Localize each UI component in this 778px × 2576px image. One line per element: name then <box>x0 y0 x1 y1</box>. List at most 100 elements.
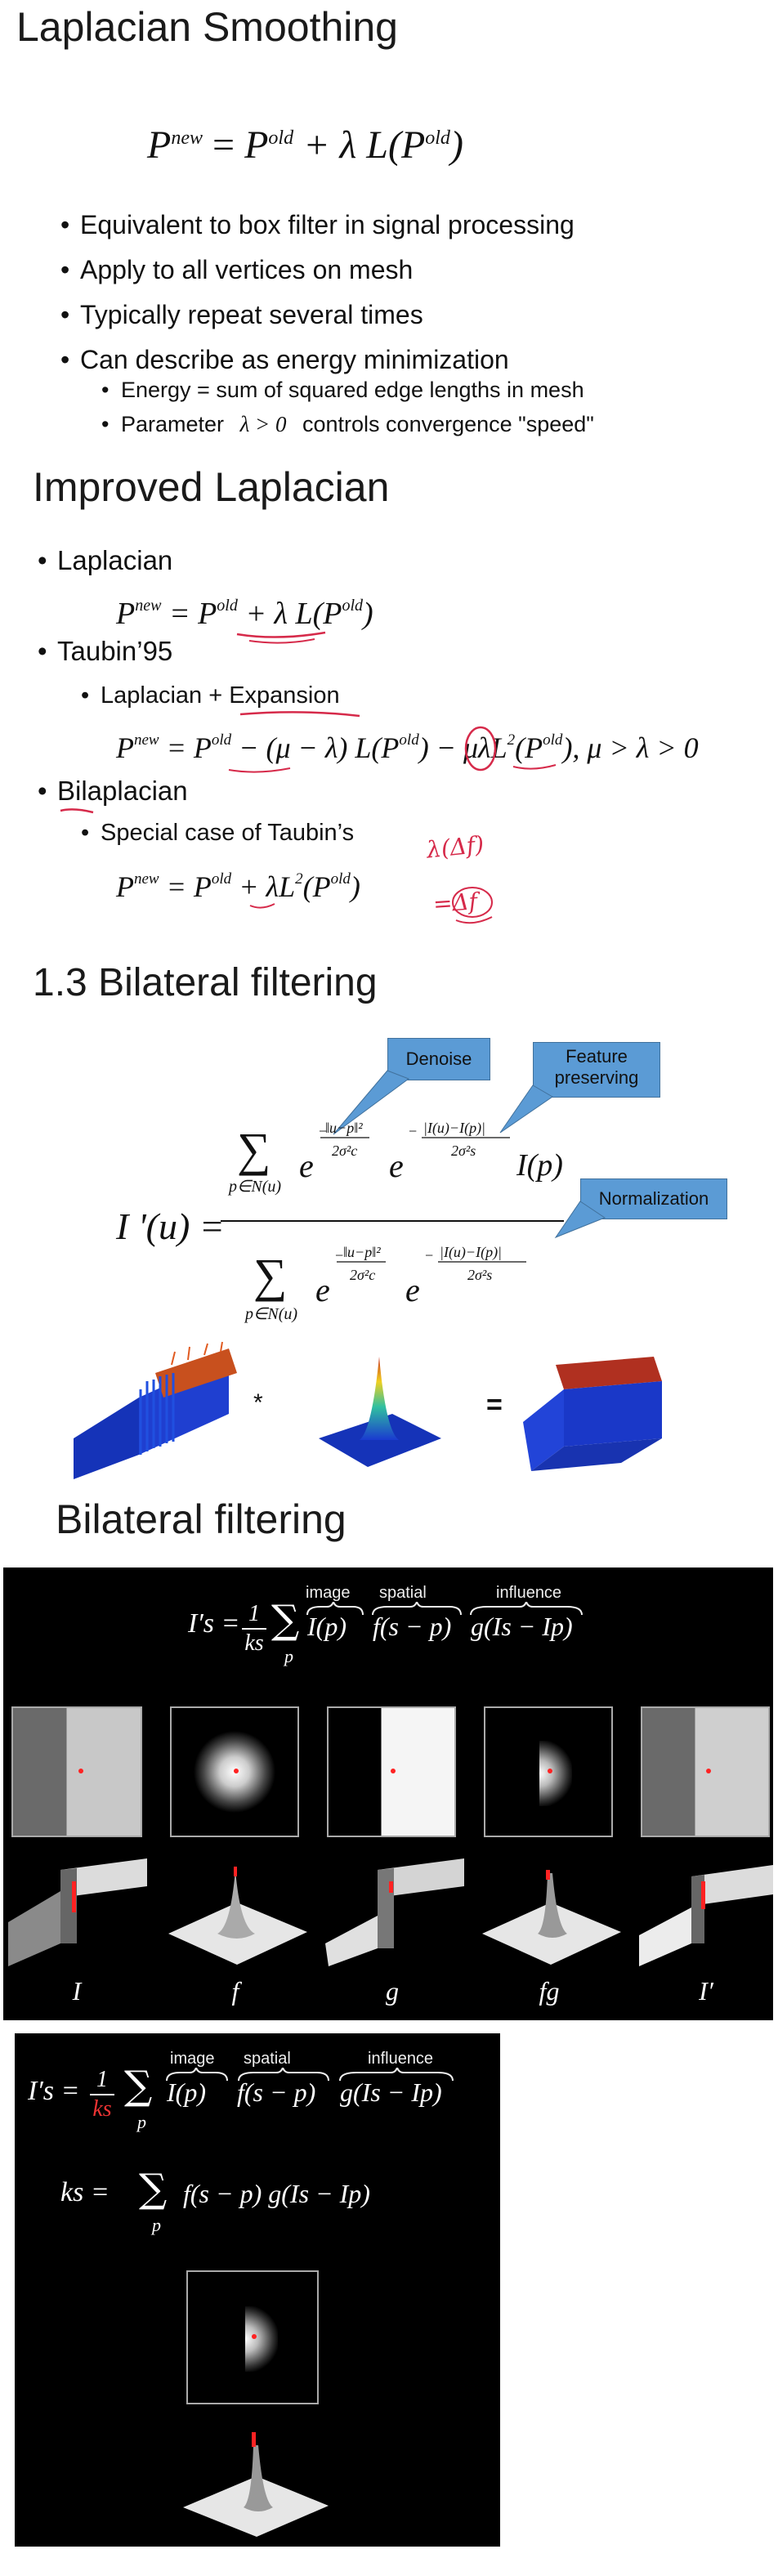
sum-symbol: ∑ <box>271 1597 300 1643</box>
term-image: I(p) <box>167 2077 206 2107</box>
sum-subscript-p: p <box>284 1646 293 1666</box>
laplacian-smoothing-bullets: Equivalent to box filter in signal proce… <box>57 203 575 382</box>
combined-weights-fg <box>186 2270 319 2404</box>
bullet-item: Typically repeat several times <box>57 293 575 338</box>
sample-point-marker <box>78 1769 83 1773</box>
svg-text:−: − <box>335 1247 343 1263</box>
brace-label-image: image <box>170 2050 215 2068</box>
svg-text:−: − <box>425 1247 433 1263</box>
surface-plot-g <box>325 1858 464 1966</box>
bilateral-filtering-illustration-panel: image spatial influence I′s = 1 ks ∑ p I… <box>3 1568 773 2020</box>
sample-point-marker <box>391 1769 396 1773</box>
subbullet-item: Special case of Taubin’s <box>78 817 354 848</box>
bilateral-lhs: I '(u) = <box>116 1205 225 1247</box>
bullet-item: Taubin’95 <box>34 635 172 668</box>
bilateral-formula-lhs: I′s = <box>28 2076 80 2106</box>
svg-text:p∈N(u): p∈N(u) <box>244 1305 297 1323</box>
slide-title-improved-laplacian: Improved Laplacian <box>33 464 390 510</box>
improved-laplacian-item-taubin: Taubin’95 <box>34 635 172 668</box>
subbullet-item: Parameter λ > 0 controls convergence "sp… <box>98 407 594 441</box>
svg-text:|I(u)−I(p)|: |I(u)−I(p)| <box>423 1120 485 1137</box>
callout-denoise: Denoise <box>387 1038 490 1080</box>
svg-text:2σ²s: 2σ²s <box>451 1143 476 1159</box>
improved-laplacian-item-laplacian: Laplacian <box>34 544 172 577</box>
surface-plot-f <box>168 1867 307 1965</box>
formula-braces <box>166 2068 454 2082</box>
svg-text:e: e <box>405 1272 420 1308</box>
normalization-fraction: 1 ks <box>242 1600 266 1657</box>
sample-point-marker <box>706 1769 711 1773</box>
svg-text:2σ²c: 2σ²c <box>332 1143 357 1159</box>
svg-text:−: − <box>319 1123 327 1139</box>
callout-feature-preserving: Feature preserving <box>533 1042 660 1098</box>
surface-plot-fg <box>183 2432 329 2537</box>
bilateral-filter-formula: ∑ p∈N(u) e ‖u−p‖² − 2σ²c e − |I(u)−I(p)|… <box>221 1120 564 1323</box>
normalization-fraction: 1 ks <box>90 2066 114 2123</box>
brace-label-image: image <box>306 1584 351 1602</box>
svg-text:e: e <box>315 1272 330 1308</box>
caption-f: f <box>231 1976 239 2006</box>
equation-bilaplacian: Pnew = Pold + λL2(Pold) <box>115 870 360 909</box>
smoothed-step-surface-plot <box>523 1357 662 1471</box>
bilateral-kernel-surface-plot <box>319 1357 441 1467</box>
term-image: I(p) <box>307 1612 347 1641</box>
bullet-item: Equivalent to box filter in signal proce… <box>57 203 575 248</box>
term-influence: g(Is − Ip) <box>340 2077 442 2107</box>
brace-label-spatial: spatial <box>244 2050 291 2068</box>
bullet-item: Laplacian <box>34 544 172 577</box>
callout-normalization: Normalization <box>580 1178 727 1219</box>
surface-plot-fg <box>482 1870 621 1965</box>
term-spatial: f(s − p) <box>373 1612 452 1641</box>
sum-subscript-p: p <box>137 2112 146 2132</box>
convolution-symbol: * <box>253 1389 263 1416</box>
subbullet-item: Energy = sum of squared edge lengths in … <box>98 373 594 407</box>
term-spatial: f(s − p) <box>237 2077 316 2107</box>
svg-text:‖u−p‖²: ‖u−p‖² <box>343 1244 381 1260</box>
sum-subscript-p: p <box>152 2215 161 2235</box>
slide-title-bilateral-filtering-1-3: 1.3 Bilateral filtering <box>33 961 378 1004</box>
equals-symbol: = <box>486 1389 503 1420</box>
sample-point-marker <box>234 1769 239 1773</box>
spatial-kernel-f <box>170 1706 299 1837</box>
num-tail-ip: I(p) <box>516 1148 563 1183</box>
input-image-I <box>11 1706 142 1837</box>
slide-title-bilateral-filtering: Bilateral filtering <box>56 1496 347 1542</box>
svg-text:−: − <box>409 1123 417 1139</box>
brace-label-spatial: spatial <box>379 1584 427 1602</box>
svg-text:∑: ∑ <box>253 1249 287 1302</box>
svg-text:Pnew = Pold + λL2(Pold): Pnew = Pold + λL2(Pold) <box>115 870 360 903</box>
svg-text:|I(u)−I(p)|: |I(u)−I(p)| <box>440 1244 502 1261</box>
svg-text:‖u−p‖²: ‖u−p‖² <box>325 1120 363 1136</box>
bilateral-formula-lhs: I′s = <box>188 1608 240 1639</box>
svg-text:Pnew = Pold − (μ − λ) L(Pold): Pnew = Pold − (μ − λ) L(Pold) − μλL2(Pol… <box>115 731 699 764</box>
combined-weights-fg <box>484 1706 613 1837</box>
svg-text:2σ²c: 2σ²c <box>350 1267 375 1283</box>
sum-subscript: p∈N(u) <box>227 1178 281 1196</box>
svg-text:Pnew = Pold + λ L(Pold): Pnew = Pold + λ L(Pold) <box>115 597 373 631</box>
expansion-underline <box>239 711 360 718</box>
slide-title-laplacian-smoothing: Laplacian Smoothing <box>16 4 398 50</box>
subbullet-item: Laplacian + Expansion <box>78 680 340 711</box>
callout-pointers <box>333 1070 606 1239</box>
normalization-factor-panel: image spatial influence I′s = 1 ks ∑ p I… <box>15 2033 500 2547</box>
equation-laplacian: Pnew = Pold + λ L(Pold) <box>115 597 373 644</box>
surface-plot-I <box>8 1858 147 1966</box>
svg-text:2σ²s: 2σ²s <box>467 1267 492 1283</box>
caption-fg: fg <box>539 1976 560 2006</box>
energy-subbullets: Energy = sum of squared edge lengths in … <box>98 373 594 441</box>
bullet-item: Can describe as energy minimization <box>57 338 575 382</box>
laplacian-smoothing-equation: Pnew = Pold + λ L(Pold) <box>147 123 463 167</box>
output-image-I-prime <box>641 1706 770 1837</box>
sample-point-marker <box>252 2334 257 2339</box>
bullet-item: Bilaplacian <box>34 775 188 807</box>
normalization-equation-rhs: f(s − p) g(Is − Ip) <box>183 2179 370 2208</box>
noisy-step-surface-plot <box>74 1341 237 1479</box>
brace-label-influence: influence <box>496 1584 562 1602</box>
bilaplacian-subitem: Special case of Taubin’s <box>78 817 354 848</box>
taubin-subitem: Laplacian + Expansion <box>78 680 340 711</box>
handwritten-loop <box>452 887 493 924</box>
normalization-equation-lhs: ks = <box>60 2177 110 2207</box>
svg-text:e: e <box>389 1147 404 1184</box>
formula-braces <box>306 1602 583 1616</box>
svg-text:e: e <box>299 1147 314 1184</box>
